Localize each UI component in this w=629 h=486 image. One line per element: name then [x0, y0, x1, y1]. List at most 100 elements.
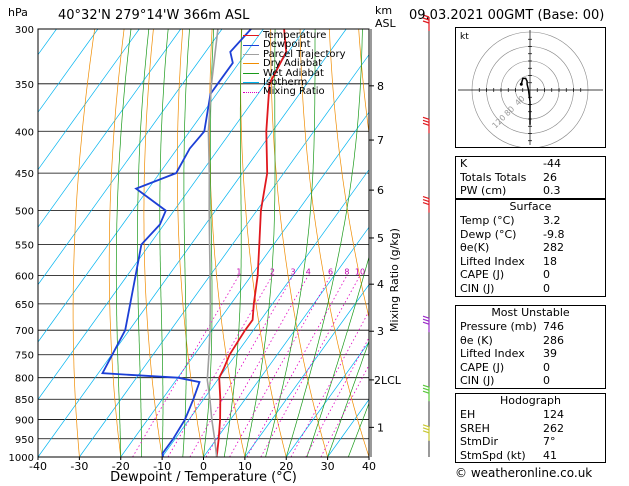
- row-value: 18: [543, 254, 557, 268]
- row-value: 124: [543, 408, 564, 421]
- hodograph-ring-label: 40: [513, 94, 527, 108]
- legend-swatch: [243, 72, 259, 74]
- hodograph-ring-label: 80: [503, 104, 517, 118]
- row-value: 0: [543, 374, 550, 388]
- hodograph-params-table: Hodograph EH 124 SREH 262 StmDir 7° StmSpd (kt)…: [455, 393, 606, 464]
- isotherm--40: [38, 29, 347, 457]
- legend-swatch: [243, 91, 259, 93]
- km-tick-label: 5: [377, 232, 384, 245]
- series-parcel-trajectory: [206, 29, 219, 457]
- legend-label: Dewpoint: [263, 39, 311, 51]
- row-key: θe(K): [460, 241, 490, 255]
- mixing-ratio-line-2: [167, 275, 273, 457]
- table-row: Pressure (mb) 746: [456, 320, 605, 334]
- table-row: StmSpd (kt) 41: [456, 449, 605, 463]
- row-key: EH: [460, 408, 476, 421]
- dry-adiabat-150: [623, 29, 629, 457]
- table-title: Hodograph: [500, 394, 561, 407]
- dry-adiabat-60: [358, 29, 369, 136]
- wet-adiabat-20: [285, 29, 363, 457]
- row-key: StmSpd (kt): [460, 448, 526, 462]
- table-row: StmDir 7°: [456, 435, 605, 449]
- isotherm--20: [120, 111, 369, 457]
- legend-swatch: [243, 82, 259, 84]
- wet-adiabat--10: [159, 29, 169, 457]
- legend-label: Isotherm: [263, 77, 308, 89]
- table-title: Surface: [509, 200, 552, 213]
- mixing-ratio-axis-title: Mixing Ratio (g/kg): [388, 228, 401, 332]
- km-label: km: [375, 4, 393, 17]
- mixing-ratio-line-10: [260, 275, 361, 457]
- legend-label: Temperature: [263, 30, 327, 41]
- row-value: 746: [543, 320, 564, 333]
- row-value: 26: [543, 170, 557, 184]
- dry-adiabat--20: [108, 29, 125, 457]
- table-row: Lifted Index 18: [456, 255, 605, 269]
- row-value: 3.2: [543, 214, 561, 227]
- dry-adiabat-40: [299, 29, 369, 457]
- table-row: θe(K) 282: [456, 241, 605, 255]
- mixing-ratio-label: 1: [236, 267, 241, 276]
- mixing-ratio-label: 10: [355, 267, 365, 276]
- dry-adiabat--10: [143, 29, 163, 457]
- isotherm--30: [79, 54, 369, 457]
- row-key: Lifted Index: [460, 254, 525, 268]
- wind-barb: [422, 116, 430, 134]
- mixing-ratio-label: 8: [344, 267, 349, 276]
- wet-adiabat--15: [137, 29, 150, 457]
- table-row: Dewp (°C) -9.8: [456, 228, 605, 242]
- x-axis-title: Dewpoint / Temperature (°C): [110, 470, 297, 485]
- temperature-tick-label: -20: [112, 460, 130, 473]
- km-tick-label: 4: [377, 278, 384, 291]
- wet-adiabat-35: [347, 402, 369, 457]
- asl-label: ASL: [375, 17, 396, 30]
- pressure-tick-label: 650: [15, 300, 34, 311]
- wind-barb: [422, 14, 430, 31]
- row-value: 262: [543, 421, 564, 435]
- series-temperature: [215, 29, 288, 457]
- row-key: PW (cm): [460, 184, 507, 198]
- legend-item: Temperature: [243, 30, 346, 41]
- row-value: 0: [543, 268, 550, 282]
- pressure-tick-label: 550: [15, 240, 34, 251]
- pressure-unit-label: hPa: [8, 6, 28, 19]
- mixing-ratio-label: 3: [291, 267, 296, 276]
- hodograph-unit-label: kt: [460, 32, 469, 42]
- wind-barb: [422, 315, 430, 333]
- legend-item: Dry Adiabat: [243, 58, 346, 69]
- mixing-ratio-line-4: [205, 275, 309, 457]
- km-tick-label: 1: [377, 421, 384, 434]
- row-value: 39: [543, 347, 557, 361]
- mixing-ratio-label: 2: [270, 267, 275, 276]
- mixing-ratio-line-6: [229, 275, 331, 457]
- row-key: θe (K): [460, 333, 493, 347]
- isotherm-0: [203, 226, 369, 457]
- row-value: 7°: [543, 435, 556, 449]
- most-unstable-table: Most Unstable Pressure (mb) 746 θe (K) 286 Li…: [455, 305, 606, 389]
- legend-item: Mixing Ratio: [243, 87, 346, 97]
- table-row: K -44: [456, 157, 605, 171]
- isotherm-10: [244, 284, 369, 457]
- row-key: K: [460, 157, 468, 170]
- temperature-tick-label: 40: [362, 460, 376, 473]
- pressure-tick-label: 750: [15, 351, 34, 362]
- isotherm--10: [161, 169, 369, 457]
- table-row: θe (K) 286: [456, 334, 605, 348]
- location-title: 40°32'N 279°14'W 366m ASL: [58, 8, 250, 23]
- dry-adiabat-0: [176, 29, 204, 457]
- wet-adiabat-0: [203, 29, 215, 457]
- row-key: Totals Totals: [460, 170, 527, 184]
- row-value: 282: [543, 241, 564, 255]
- pressure-tick-label: 450: [15, 169, 34, 180]
- legend-item: Dewpoint: [243, 39, 346, 51]
- isotherm-20: [285, 341, 369, 457]
- isotherm--50: [38, 29, 306, 401]
- row-key: Temp (°C): [460, 214, 515, 227]
- pressure-tick-label: 400: [15, 127, 34, 138]
- km-tick-label: 7: [377, 134, 384, 147]
- row-value: 0: [543, 360, 550, 374]
- pressure-tick-label: 1000: [9, 453, 34, 464]
- temperature-tick-label: 10: [238, 460, 252, 473]
- pressure-tick-label: 300: [15, 25, 34, 36]
